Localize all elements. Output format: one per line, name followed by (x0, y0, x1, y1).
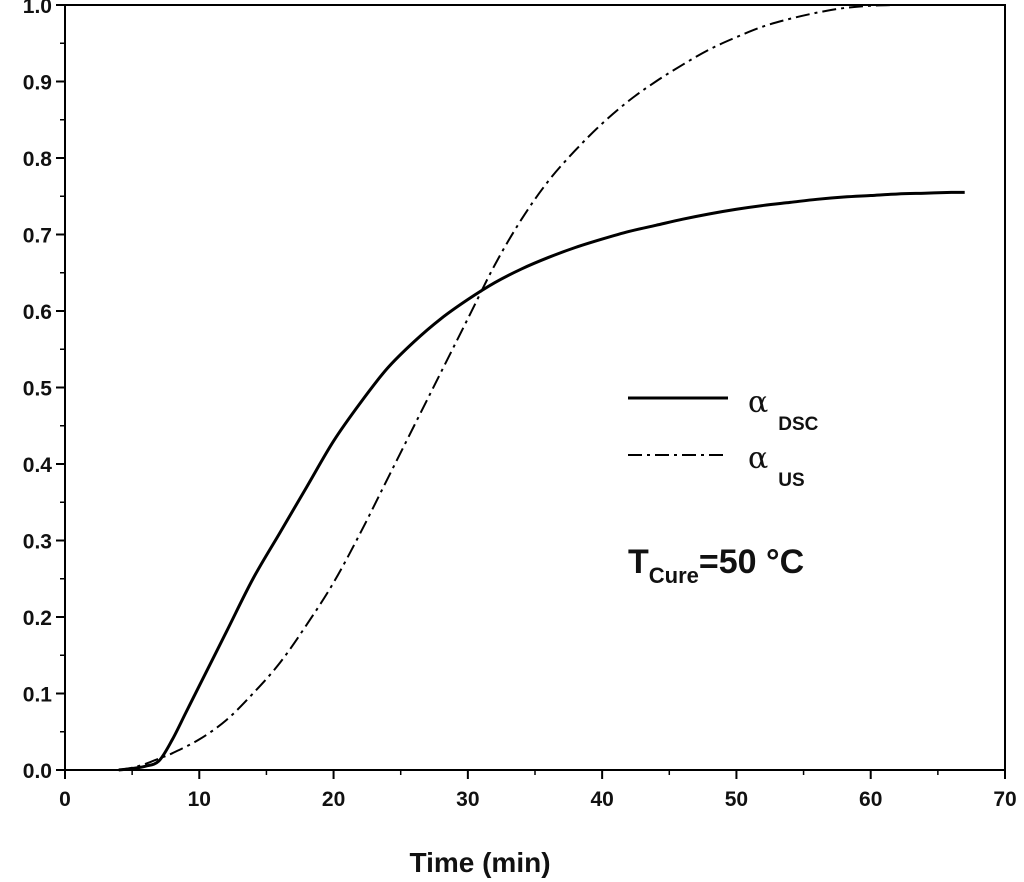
series-line-us (118, 3, 965, 771)
x-tick-label: 30 (456, 788, 479, 811)
ticks: 0 10 20 30 40 50 60 70 0.0 0.1 0.2 0.3 0.4 0.5 0.6 0.7 0… (23, 0, 1017, 811)
plot-frame (64, 4, 1006, 771)
legend: αDSC αUS (628, 385, 819, 491)
y-tick-label: 0.8 (23, 148, 53, 171)
axes (64, 4, 1006, 771)
y-tick-label: 0.1 (23, 684, 53, 707)
y-tick-label: 0.6 (23, 301, 52, 324)
legend-label-us: αUS (748, 441, 805, 491)
y-tick-label: 0.2 (23, 607, 52, 630)
x-tick-label: 50 (725, 788, 748, 811)
x-tick-label: 60 (859, 788, 882, 811)
y-tick-label: 0.5 (23, 378, 53, 401)
y-tick-label: 1.0 (23, 0, 52, 18)
y-tick-label: 0.7 (23, 225, 52, 248)
x-axis-title: Time (min) (409, 847, 550, 878)
series-lines (118, 3, 965, 772)
series-line-dsc (118, 190, 965, 772)
x-tick-label: 0 (59, 788, 71, 811)
x-tick-label: 10 (188, 788, 211, 811)
y-tick-label: 0.4 (23, 454, 53, 477)
x-tick-label: 40 (590, 788, 613, 811)
y-tick-label: 0.0 (23, 760, 52, 783)
x-tick-label: 70 (993, 788, 1016, 811)
y-tick-label: 0.3 (23, 531, 52, 554)
y-tick-label: 0.9 (23, 72, 52, 95)
cure-temperature-annotation: TCure=50 °C (628, 543, 804, 588)
legend-label-dsc: αDSC (748, 385, 819, 435)
x-tick-label: 20 (322, 788, 345, 811)
